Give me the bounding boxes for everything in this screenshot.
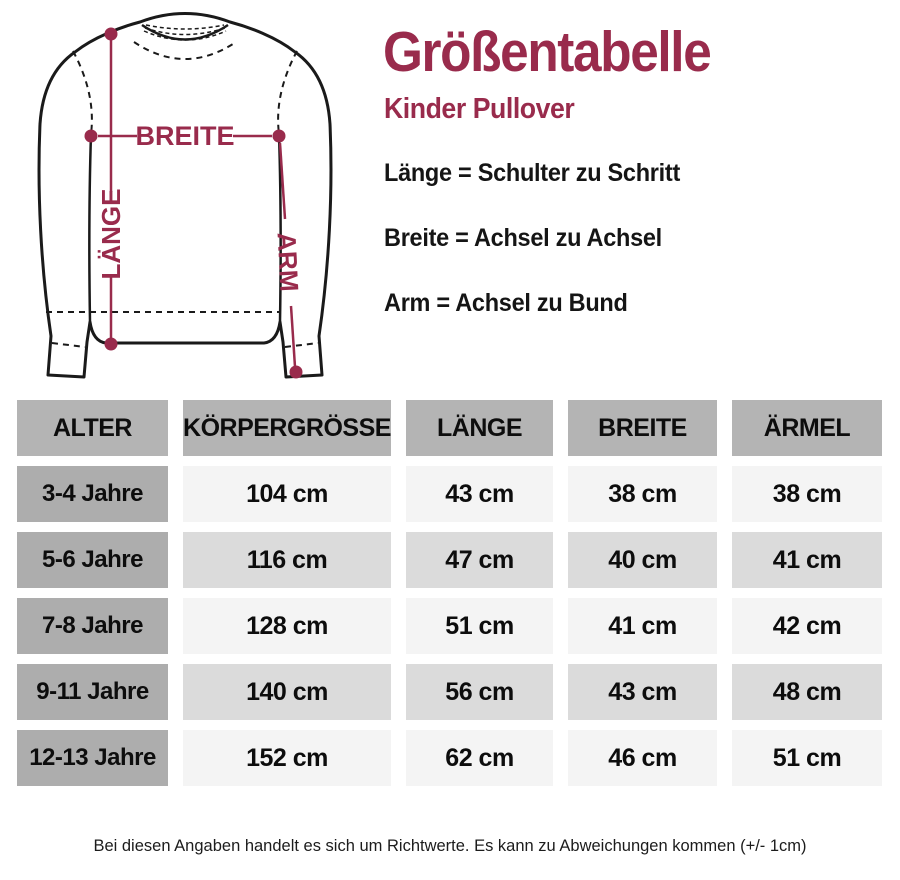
sweater-diagram: LÄNGE BREITE ARM — [37, 12, 333, 379]
arm-measure-label: ARM — [271, 232, 304, 293]
cell-koerpergroesse: 152 cm — [183, 730, 391, 786]
sweater-outline-icon — [37, 12, 333, 379]
cell-aermel: 42 cm — [732, 598, 882, 654]
age-label: 7-8 Jahre — [17, 598, 168, 654]
cell-koerpergroesse: 128 cm — [183, 598, 391, 654]
laenge-top-dot — [104, 27, 118, 41]
measurement-annotations: LÄNGE BREITE ARM — [84, 27, 305, 379]
col-header-koerpergroesse: KÖRPERGRÖSSE — [183, 400, 391, 456]
cell-breite: 38 cm — [568, 466, 717, 522]
cell-breite: 46 cm — [568, 730, 717, 786]
col-header-laenge: LÄNGE — [406, 400, 553, 456]
laenge-measure-label: LÄNGE — [96, 189, 126, 280]
breite-left-dot — [84, 129, 98, 143]
cell-laenge: 56 cm — [406, 664, 553, 720]
cell-laenge: 62 cm — [406, 730, 553, 786]
cell-laenge: 47 cm — [406, 532, 553, 588]
breite-measure-label: BREITE — [135, 121, 234, 151]
col-header-breite: BREITE — [568, 400, 717, 456]
cell-breite: 40 cm — [568, 532, 717, 588]
cell-aermel: 48 cm — [732, 664, 882, 720]
cell-laenge: 43 cm — [406, 466, 553, 522]
cell-aermel: 51 cm — [732, 730, 882, 786]
page-subtitle: Kinder Pullover — [384, 93, 575, 125]
age-label: 3-4 Jahre — [17, 466, 168, 522]
breite-right-dot — [272, 129, 286, 143]
page-title: Größentabelle — [383, 20, 712, 84]
size-table: ALTER KÖRPERGRÖSSE LÄNGE BREITE ÄRMEL 3-… — [17, 400, 882, 786]
age-label: 9-11 Jahre — [17, 664, 168, 720]
definition-arm: Arm = Achsel zu Bund — [384, 289, 628, 317]
age-label: 5-6 Jahre — [17, 532, 168, 588]
cell-aermel: 41 cm — [732, 532, 882, 588]
definition-breite: Breite = Achsel zu Achsel — [384, 224, 662, 252]
cell-aermel: 38 cm — [732, 466, 882, 522]
col-header-aermel: ÄRMEL — [732, 400, 882, 456]
laenge-bottom-dot — [104, 337, 118, 351]
definition-laenge: Länge = Schulter zu Schritt — [384, 159, 680, 187]
footnote: Bei diesen Angaben handelt es sich um Ri… — [93, 837, 807, 855]
cell-koerpergroesse: 140 cm — [183, 664, 391, 720]
cell-koerpergroesse: 116 cm — [183, 532, 391, 588]
cell-breite: 41 cm — [568, 598, 717, 654]
cell-koerpergroesse: 104 cm — [183, 466, 391, 522]
age-label: 12-13 Jahre — [17, 730, 168, 786]
cell-laenge: 51 cm — [406, 598, 553, 654]
arm-cuff-dot — [289, 365, 303, 379]
col-header-alter: ALTER — [17, 400, 168, 456]
cell-breite: 43 cm — [568, 664, 717, 720]
